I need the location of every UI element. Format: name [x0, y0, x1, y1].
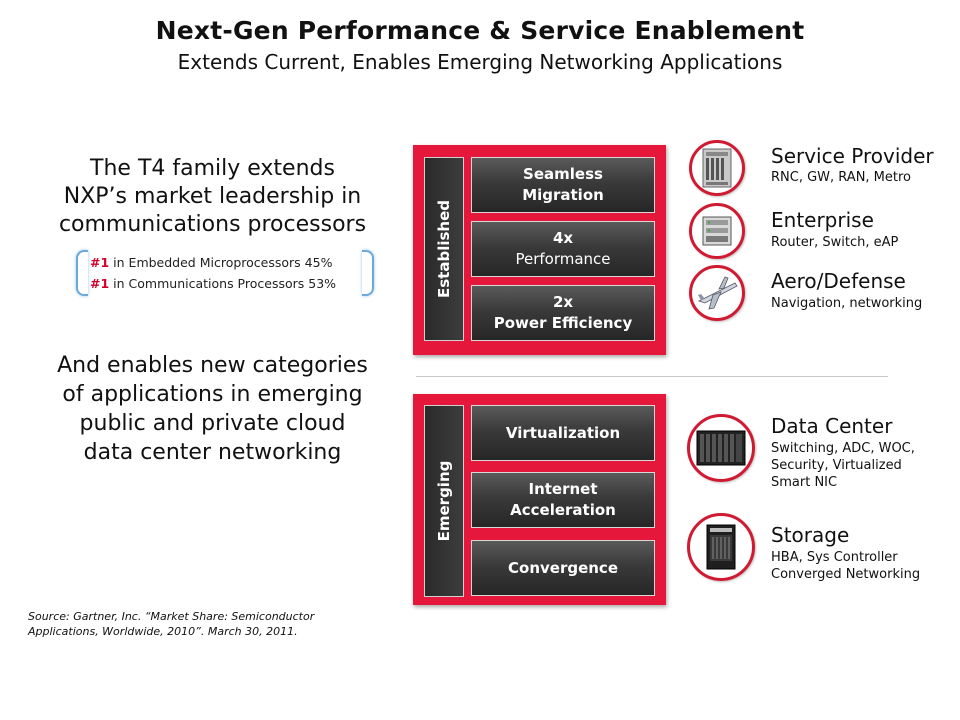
network-chassis-icon	[689, 140, 745, 196]
desc-line: RNC, GW, RAN, Metro	[771, 170, 912, 185]
box-line: 4x	[552, 229, 574, 247]
segment-title-storage: Storage	[771, 523, 850, 547]
desc-line: Switching, ADC, WOC,	[771, 441, 915, 456]
desc-line: Router, Switch, eAP	[771, 235, 899, 250]
box-line: Internet	[528, 480, 598, 498]
established-label-text: Established	[435, 199, 453, 299]
established-box-power-efficiency: 2x Power Efficiency	[471, 285, 655, 341]
segment-desc-service-provider: RNC, GW, RAN, Metro	[771, 169, 911, 186]
intro-text: The T4 family extends NXP’s market leade…	[40, 155, 385, 239]
source-line: Applications, Worldwide, 2010”. March 30…	[28, 625, 298, 638]
emerging-box-convergence: Convergence	[471, 540, 655, 596]
desc-line: HBA, Sys Controller	[771, 550, 898, 565]
rank-text: in Embedded Microprocessors 45%	[113, 255, 333, 270]
desc-line: Security, Virtualized	[771, 458, 902, 473]
box-line: Seamless	[523, 165, 603, 183]
enables-text: And enables new categories of applicatio…	[40, 351, 385, 467]
established-box-seamless-migration: Seamless Migration	[471, 157, 655, 213]
box-line: Power Efficiency	[493, 314, 633, 332]
airplane-icon	[689, 265, 745, 321]
market-rankings: #1 in Embedded Microprocessors 45% #1 in C…	[76, 250, 374, 296]
page-subtitle: Extends Current, Enables Emerging Networ…	[177, 50, 783, 74]
intro-line: NXP’s market leadership in	[63, 184, 362, 209]
segment-desc-aero-defense: Navigation, networking	[771, 295, 922, 312]
box-line: 2x	[552, 293, 574, 311]
enables-line: of applications in emerging	[62, 382, 363, 407]
emerging-label: Emerging	[424, 405, 464, 597]
established-panel: Established Seamless Migration 4x Perfor…	[413, 145, 666, 355]
box-line: Migration	[522, 186, 604, 204]
right-brace	[362, 250, 374, 296]
box-line: Performance	[515, 250, 611, 268]
segment-desc-storage: HBA, Sys Controller Converged Networking	[771, 549, 920, 583]
ranking-item: #1 in Embedded Microprocessors 45%	[90, 255, 332, 270]
box-line: Virtualization	[505, 423, 621, 442]
intro-line: communications processors	[58, 212, 367, 237]
established-label: Established	[424, 157, 464, 341]
segment-desc-enterprise: Router, Switch, eAP	[771, 234, 898, 251]
enables-line: public and private cloud	[79, 411, 346, 436]
rank-number: #1	[90, 276, 110, 291]
intro-line: The T4 family extends	[90, 156, 335, 181]
desc-line: Navigation, networking	[771, 296, 923, 311]
rank-text: in Communications Processors 53%	[113, 276, 337, 291]
ranking-item: #1 in Communications Processors 53%	[90, 276, 336, 291]
router-icon	[689, 203, 745, 259]
source-line: Source: Gartner, Inc. “Market Share: Sem…	[28, 610, 315, 623]
desc-line: Smart NIC	[771, 475, 838, 490]
page-title: Next-Gen Performance & Service Enablemen…	[155, 16, 805, 45]
segment-title-service-provider: Service Provider	[771, 144, 934, 168]
established-box-performance: 4x Performance	[471, 221, 655, 277]
desc-line: Converged Networking	[771, 567, 921, 582]
storage-rack-icon	[687, 513, 755, 581]
source-citation: Source: Gartner, Inc. “Market Share: Sem…	[28, 609, 368, 639]
enables-line: And enables new categories	[57, 353, 368, 378]
emerging-box-internet-acceleration: Internet Acceleration	[471, 472, 655, 528]
segment-title-enterprise: Enterprise	[771, 208, 874, 232]
emerging-panel: Emerging Virtualization Internet Acceler…	[413, 394, 666, 605]
emerging-box-virtualization: Virtualization	[471, 405, 655, 461]
section-divider	[416, 376, 888, 377]
segment-title-data-center: Data Center	[771, 414, 893, 438]
rank-number: #1	[90, 255, 110, 270]
blade-server-icon	[687, 414, 755, 482]
emerging-label-text: Emerging	[435, 460, 453, 542]
left-brace	[76, 250, 88, 296]
box-line: Acceleration	[510, 501, 616, 519]
segment-title-aero-defense: Aero/Defense	[771, 269, 906, 293]
box-line: Convergence	[508, 558, 618, 577]
segment-desc-data-center: Switching, ADC, WOC, Security, Virtualiz…	[771, 440, 915, 491]
enables-line: data center networking	[83, 440, 342, 465]
